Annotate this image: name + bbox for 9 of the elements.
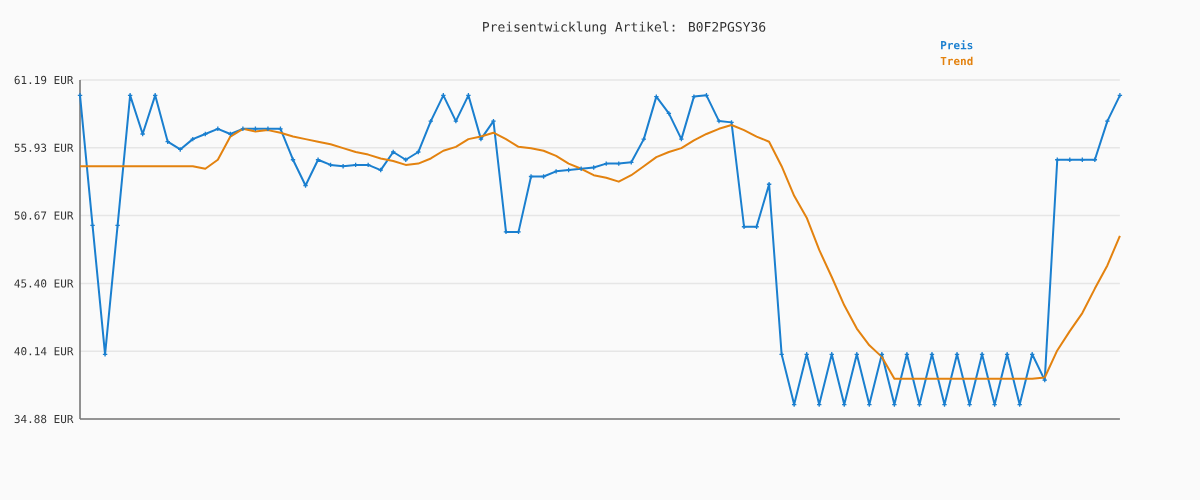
chart-title: Preisentwicklung Artikel: B0F2PGSY36 — [483, 21, 766, 35]
y-tick-label: 50.67 EUR — [14, 211, 74, 220]
text: Preis — [941, 40, 973, 50]
text: Trend — [940, 56, 973, 66]
y-tick-label: 40.14 EUR — [14, 347, 74, 356]
y-tick-label: 55.93 EUR — [14, 143, 74, 152]
y-tick-label: 61.19 EUR — [14, 75, 74, 85]
y-tick-label: 45.40 EUR — [14, 279, 74, 288]
y-tick-label: 34.88 EUR — [14, 414, 74, 424]
